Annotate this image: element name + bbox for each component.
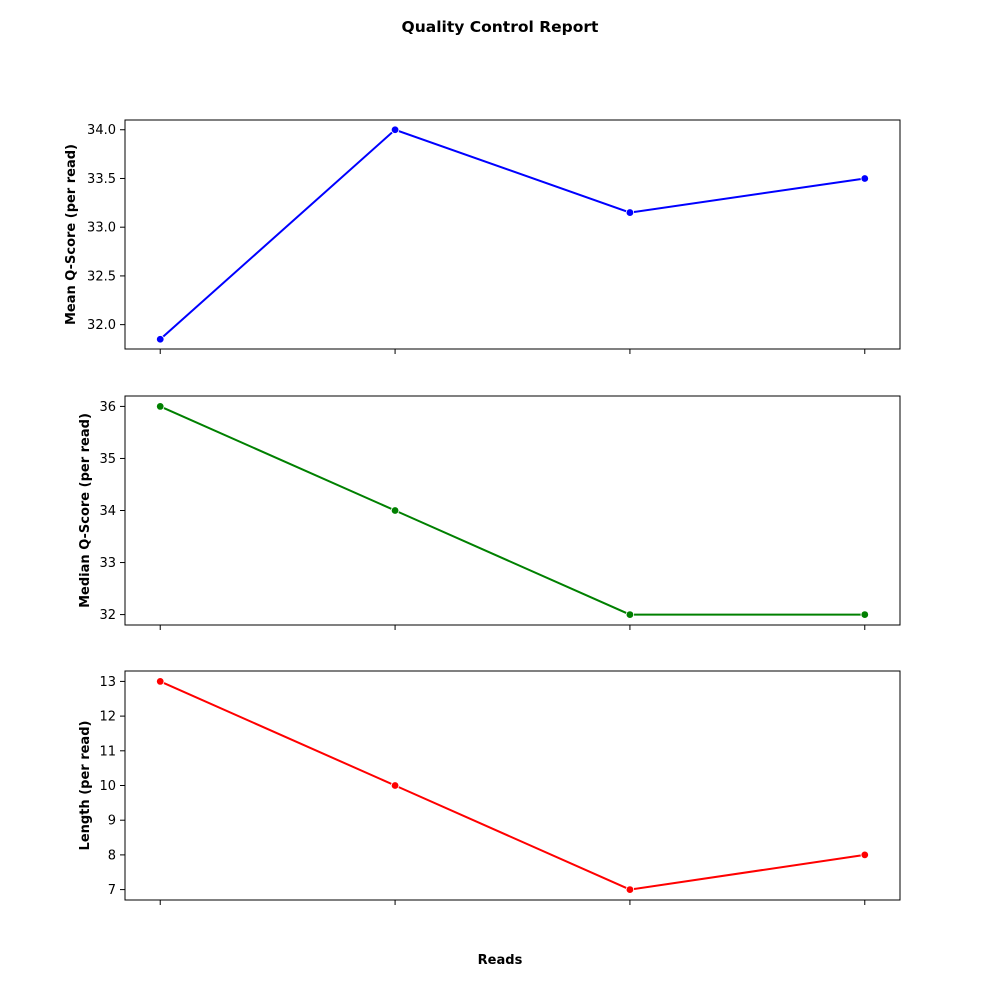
length-y-axis-label: Length (per read) [78, 721, 93, 851]
median-qscore-y-tick-label: 32 [99, 608, 116, 623]
mean-qscore-y-tick-label: 33.5 [87, 172, 116, 187]
length-y-tick-label: 12 [99, 710, 116, 725]
mean-qscore-panel: 32.0 32.5 33.0 33.5 34.0 Mean Q-Score (per re… [64, 119, 901, 354]
length-data-point [156, 677, 165, 686]
length-panel: 7 8 9 10 11 12 13 Length (per read) [78, 670, 901, 905]
length-data-point [625, 885, 635, 894]
median-qscore-data-point [390, 506, 400, 515]
mean-qscore-data-point [625, 208, 635, 217]
median-qscore-data-point [625, 610, 635, 619]
mean-qscore-y-tick-label: 34.0 [87, 123, 116, 138]
length-y-tick-label: 8 [108, 848, 116, 863]
mean-qscore-data-point [156, 335, 165, 344]
mean-qscore-y-tick-label: 33.0 [87, 221, 116, 236]
mean-qscore-y-tick-label: 32.5 [87, 269, 116, 284]
median-qscore-series-line [159, 405, 865, 616]
median-qscore-plot-frame [124, 395, 901, 626]
median-qscore-data-point [860, 610, 869, 619]
mean-qscore-series-line [159, 128, 865, 341]
mean-qscore-y-axis-label: Mean Q-Score (per read) [64, 144, 79, 325]
mean-qscore-y-tick-label: 32.0 [87, 318, 116, 333]
length-y-tick-label: 13 [99, 675, 116, 690]
figure-title: Quality Control Report [402, 18, 600, 36]
mean-qscore-data-point [390, 125, 400, 134]
median-qscore-panel: 32 33 34 35 36 Median Q-Score (per read) [78, 395, 901, 630]
length-plot-frame [124, 670, 901, 901]
median-qscore-y-tick-label: 33 [99, 556, 116, 571]
mean-qscore-plot-frame [124, 119, 901, 350]
median-qscore-data-point [156, 402, 165, 411]
length-y-tick-label: 10 [99, 779, 116, 794]
length-series-line [159, 680, 865, 891]
length-data-point [390, 781, 400, 790]
length-data-point [860, 850, 869, 860]
median-qscore-y-axis-label: Median Q-Score (per read) [78, 413, 93, 608]
length-y-tick-label: 7 [108, 883, 116, 898]
median-qscore-y-tick-label: 35 [99, 452, 116, 467]
mean-qscore-data-point [860, 174, 869, 183]
length-y-tick-label: 11 [99, 744, 116, 759]
x-axis-label: Reads [478, 953, 523, 968]
median-qscore-y-tick-label: 36 [99, 400, 116, 415]
median-qscore-y-tick-label: 34 [99, 504, 116, 519]
length-y-tick-label: 9 [108, 814, 116, 829]
